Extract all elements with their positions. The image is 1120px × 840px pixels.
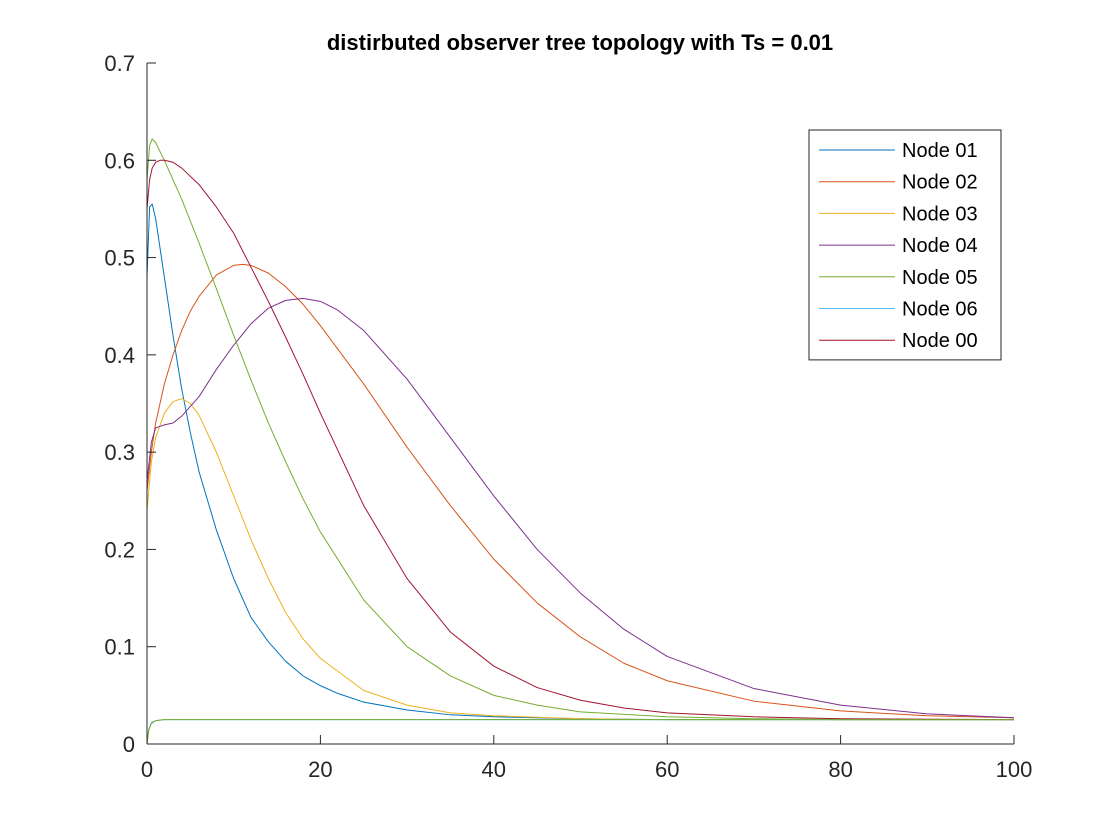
x-tick-label: 40 (482, 757, 506, 782)
legend-label-node-06: Node 06 (902, 299, 978, 321)
legend-label-node-05: Node 05 (902, 267, 978, 289)
y-tick-label: 0.1 (104, 635, 135, 660)
y-tick-label: 0.5 (104, 246, 135, 271)
x-tick-label: 100 (996, 757, 1033, 782)
legend-label-node-02: Node 02 (902, 172, 978, 194)
y-tick-label: 0 (123, 732, 135, 757)
y-tick-label: 0.6 (104, 148, 135, 173)
x-tick-label: 20 (308, 757, 332, 782)
y-tick-label: 0.4 (104, 343, 135, 368)
legend-label-node-04: Node 04 (902, 235, 978, 257)
series-line-node-03 (146, 398, 1014, 721)
series-line-node-01 (146, 203, 1014, 721)
series-line-node-05 (146, 138, 1014, 721)
x-tick-label: 80 (828, 757, 852, 782)
legend-label-node-01: Node 01 (902, 140, 978, 162)
series-line-node-02 (146, 263, 1015, 719)
legend: Node 01 Node 02 Node 03 Node 04 Node 05 Node … (808, 129, 1002, 361)
legend-label-node-03: Node 03 (902, 203, 978, 225)
series-line-unlabeled-7 (146, 719, 1014, 745)
x-tick-label: 0 (141, 757, 153, 782)
y-tick-label: 0.7 (104, 51, 135, 76)
y-tick-label: 0.3 (104, 440, 135, 465)
series-line-node-04 (146, 297, 1015, 719)
chart-title: distirbuted observer tree topology with … (327, 30, 833, 55)
series-line-node-00 (146, 159, 1015, 721)
x-tick-label: 60 (655, 757, 679, 782)
series-group (146, 138, 1015, 745)
legend-label-node-00: Node 00 (902, 330, 978, 352)
y-tick-label: 0.2 (104, 537, 135, 562)
axes: 0 20 40 60 80 100 0 0.1 0.2 0.3 0.4 0.5 0.6 0.7 (104, 51, 1032, 782)
